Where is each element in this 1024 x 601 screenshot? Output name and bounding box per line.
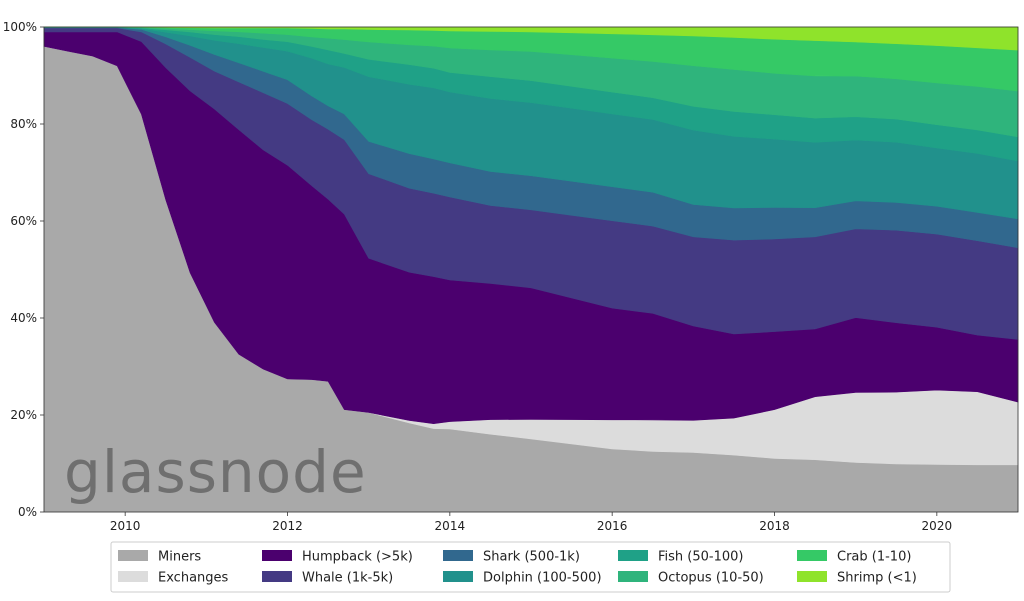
legend-swatch-crab-1-10	[797, 550, 827, 561]
x-tick-label: 2018	[759, 519, 790, 533]
legend-swatch-shrimp-1	[797, 571, 827, 582]
x-tick-label: 2016	[597, 519, 628, 533]
legend-label-humpback-5k: Humpback (>5k)	[302, 550, 413, 565]
x-tick-label: 2020	[922, 519, 953, 533]
plot-area	[43, 26, 1019, 513]
legend-swatch-miners	[118, 550, 148, 561]
y-tick-label: 40%	[10, 311, 37, 325]
legend-label-crab-1-10: Crab (1-10)	[837, 550, 911, 565]
y-tick-label: 20%	[10, 408, 37, 422]
legend-label-shark-500-1k: Shark (500-1k)	[483, 550, 580, 565]
legend-label-miners: Miners	[158, 550, 201, 565]
legend-label-octopus-10-50: Octopus (10-50)	[658, 571, 764, 586]
legend-swatch-octopus-10-50	[618, 571, 648, 582]
y-tick-label: 60%	[10, 214, 37, 228]
legend-swatch-fish-50-100	[618, 550, 648, 561]
legend-frame	[110, 541, 951, 593]
plot-frame	[43, 26, 1019, 513]
y-tick-label: 100%	[3, 20, 37, 34]
legend-label-exchanges: Exchanges	[158, 571, 229, 586]
legend-label-dolphin-100-500: Dolphin (100-500)	[483, 571, 602, 586]
legend-label-whale-1k-5k: Whale (1k-5k)	[302, 571, 393, 586]
legend-swatch-dolphin-100-500	[443, 571, 473, 582]
legend-swatch-whale-1k-5k	[262, 571, 292, 582]
x-tick-label: 2014	[435, 519, 466, 533]
watermark-text: glassnode	[64, 438, 367, 506]
x-tick-label: 2010	[110, 519, 141, 533]
legend-swatch-humpback-5k	[262, 550, 292, 561]
x-axis: 2010 2012 2014 2016 2018 2020	[110, 512, 952, 533]
y-axis: 0% 20% 40% 60% 80% 100%	[3, 20, 44, 519]
y-tick-label: 0%	[18, 505, 37, 519]
x-tick-label: 2012	[272, 519, 303, 533]
y-tick-label: 80%	[10, 117, 37, 131]
legend-label-shrimp-1: Shrimp (<1)	[837, 571, 917, 586]
legend-swatch-shark-500-1k	[443, 550, 473, 561]
legend-label-fish-50-100: Fish (50-100)	[658, 550, 743, 565]
legend-swatch-exchanges	[118, 571, 148, 582]
legend: Miners Exchanges Humpback (>5k) Whale (1k-5…	[110, 541, 951, 593]
